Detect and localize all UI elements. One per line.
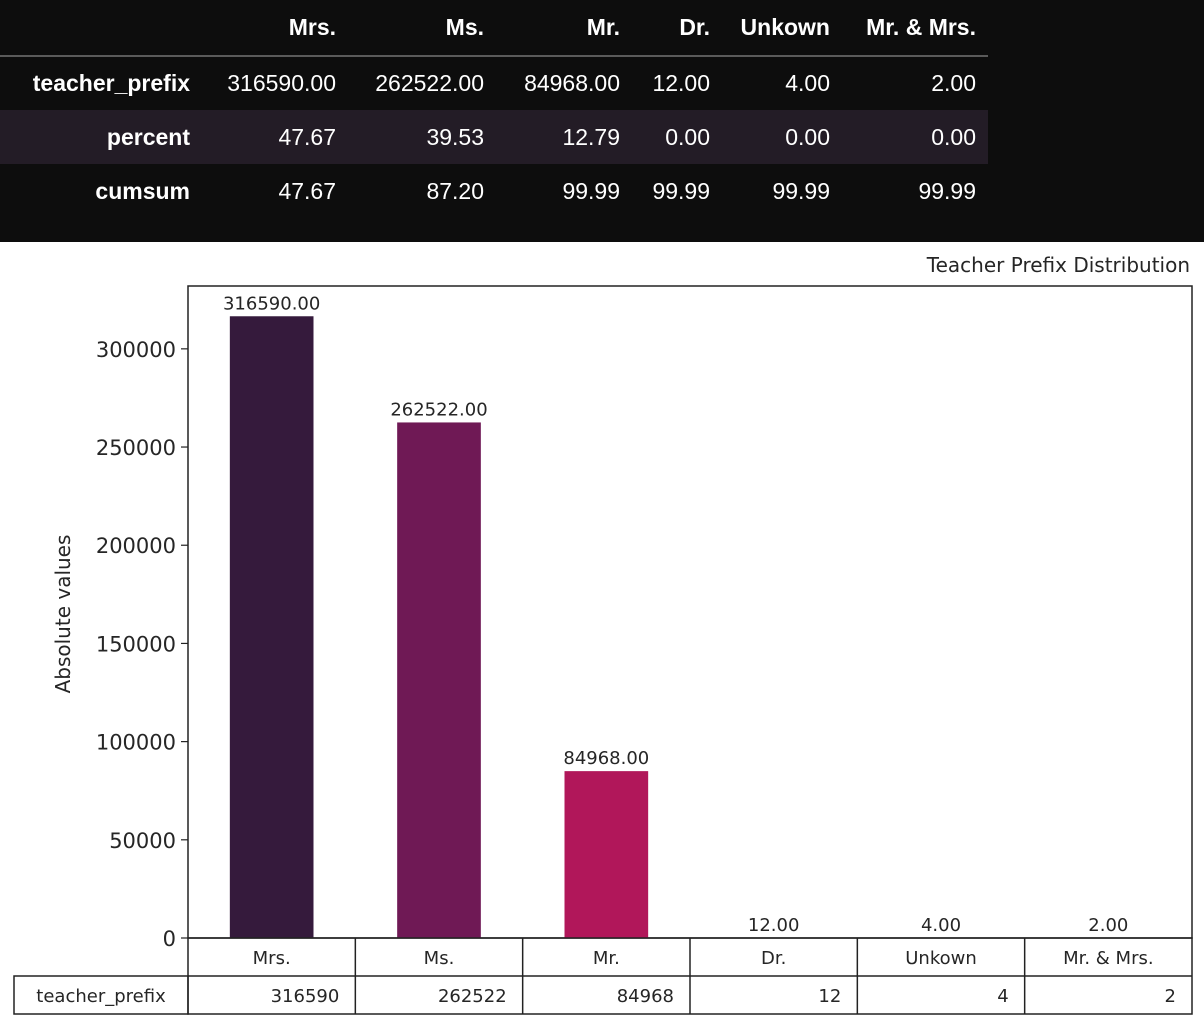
dataframe-cell: 99.99 — [772, 177, 830, 204]
y-tick-label: 300000 — [96, 338, 176, 362]
teacher-prefix-bar-chart: Teacher Prefix Distribution Absolute val… — [13, 253, 1193, 1015]
dataframe-column-header: Mr. & Mrs. — [842, 0, 988, 57]
y-tick-label: 150000 — [96, 632, 176, 656]
dataframe-cell: 4.00 — [785, 70, 830, 96]
bar — [397, 422, 481, 938]
table-cell: 12 — [818, 986, 841, 1007]
dataframe-output: Mrs. Ms. Mr. Dr. Unkown Mr. & Mrs. teach… — [0, 0, 1204, 242]
dataframe-cell: 12.79 — [562, 123, 620, 150]
dataframe-cell: 12.00 — [652, 70, 710, 96]
table-column-header: Dr. — [761, 948, 786, 969]
bar-value-labels: 316590.00 262522.00 84968.00 12.00 4.00 2.00 — [223, 293, 1128, 936]
dataframe-cell: 0.00 — [785, 123, 830, 150]
dataframe-row: cumsum 47.67 87.20 99.99 99.99 99.99 99.… — [0, 164, 988, 218]
bar — [564, 771, 649, 938]
table-cell: 262522 — [438, 986, 507, 1007]
dataframe-cell: 2.00 — [931, 70, 976, 96]
y-tick-label: 250000 — [96, 436, 176, 460]
table-cell: 316590 — [271, 986, 340, 1007]
dataframe-cell: 316590.00 — [227, 70, 336, 96]
dataframe-header-row: Mrs. Ms. Mr. Dr. Unkown Mr. & Mrs. — [0, 0, 988, 57]
dataframe-cell: 0.00 — [931, 123, 976, 150]
dataframe-cell: 99.99 — [652, 177, 710, 204]
y-tick-label: 0 — [163, 927, 176, 951]
dataframe-row: percent 47.67 39.53 12.79 0.00 0.00 0.00 — [0, 110, 988, 164]
dataframe-cell: 0.00 — [665, 123, 710, 150]
bar-value-label: 12.00 — [748, 915, 800, 936]
plot-frame — [187, 285, 1193, 939]
y-tick-label: 50000 — [109, 829, 176, 853]
table-column-header: Mr. — [593, 948, 620, 969]
bar-value-label: 2.00 — [1088, 915, 1128, 936]
dataframe-cell: 84968.00 — [524, 70, 620, 96]
table-column-header: Unkown — [905, 948, 977, 969]
dataframe-row-label: teacher_prefix — [32, 70, 190, 96]
dataframe-cell: 99.99 — [918, 177, 976, 204]
dataframe-row-label: percent — [106, 123, 190, 150]
dataframe-row: teacher_prefix 316590.00 262522.00 84968… — [0, 56, 988, 110]
y-axis-label: Absolute values — [51, 535, 75, 694]
table-column-header: Mr. & Mrs. — [1063, 948, 1154, 969]
bar-series — [229, 316, 1151, 938]
bar-value-label: 4.00 — [921, 915, 961, 936]
bar — [229, 316, 314, 938]
y-tick-label: 100000 — [96, 731, 176, 755]
dataframe-cell: 262522.00 — [375, 70, 484, 96]
table-cell: 84968 — [617, 986, 674, 1007]
dataframe-column-header: Mrs. — [202, 0, 348, 57]
chart-title: Teacher Prefix Distribution — [926, 253, 1190, 277]
dataframe-column-header: Unkown — [722, 0, 842, 57]
dataframe-row-label: cumsum — [95, 177, 190, 204]
dataframe-corner-header — [0, 0, 202, 57]
bar-value-label: 316590.00 — [223, 293, 320, 314]
y-axis: 0 50000 100000 150000 200000 250000 300000 — [96, 338, 188, 951]
dataframe-column-header: Dr. — [632, 0, 722, 57]
dataframe-cell: 47.67 — [278, 123, 336, 150]
table-column-header: Mrs. — [253, 948, 291, 969]
bar-value-label: 84968.00 — [563, 748, 649, 769]
table-row-label-cell — [13, 975, 189, 1015]
chart-data-table: teacher_prefix Mrs. 316590 Ms. 262522 Mr. 8496… — [13, 937, 1193, 1015]
table-row-label: teacher_prefix — [36, 986, 166, 1007]
y-tick-label: 200000 — [96, 534, 176, 558]
dataframe-cell: 99.99 — [562, 177, 620, 204]
dataframe-cell: 39.53 — [426, 123, 484, 150]
dataframe-column-header: Ms. — [348, 0, 496, 57]
table-cell: 4 — [997, 986, 1008, 1007]
table-column-header: Ms. — [424, 948, 455, 969]
dataframe-cell: 47.67 — [278, 177, 336, 204]
bar-value-label: 262522.00 — [390, 399, 487, 420]
dataframe-table: Mrs. Ms. Mr. Dr. Unkown Mr. & Mrs. teach… — [0, 0, 988, 218]
table-cell: 2 — [1165, 986, 1176, 1007]
dataframe-column-header: Mr. — [496, 0, 632, 57]
dataframe-cell: 87.20 — [426, 177, 484, 204]
